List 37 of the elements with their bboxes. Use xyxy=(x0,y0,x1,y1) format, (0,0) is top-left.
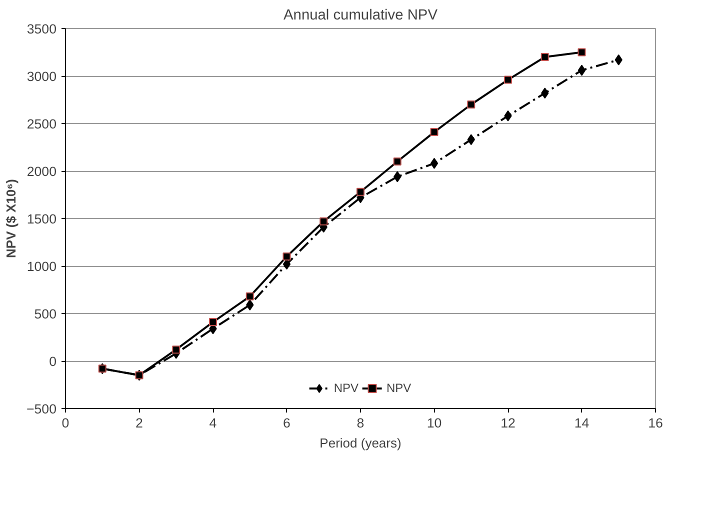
point xyxy=(320,217,328,226)
y-tick-label: 500 xyxy=(34,306,57,322)
y-tick-label: −500 xyxy=(26,402,57,416)
legend-label: NPV xyxy=(386,381,412,395)
chart-title: Annual cumulative NPV xyxy=(284,8,438,24)
point xyxy=(467,100,476,108)
x-tick-label: 14 xyxy=(574,416,590,430)
y-tick-label: 2000 xyxy=(26,164,57,179)
y-tick-label: 3500 xyxy=(26,22,57,36)
y-tick-label: 2500 xyxy=(26,116,57,132)
point xyxy=(393,158,402,166)
x-tick-label: 2 xyxy=(136,416,143,430)
point xyxy=(430,158,438,169)
y-tick-label: 0 xyxy=(49,354,57,369)
point xyxy=(578,64,586,76)
point xyxy=(430,128,438,136)
y-axis-title: NPV ($ X10⁶) xyxy=(3,179,18,258)
point xyxy=(578,48,586,56)
y-tick-label: 1500 xyxy=(26,212,57,226)
x-axis-title: Period (years) xyxy=(320,436,402,450)
point xyxy=(246,292,254,300)
x-tick-label: 10 xyxy=(426,416,442,430)
x-tick-label: 12 xyxy=(500,416,516,430)
x-tick-label: 16 xyxy=(648,416,663,430)
y-tick-label: 1000 xyxy=(26,259,57,274)
y-tick-label: 3000 xyxy=(26,69,57,84)
legend-label: NPV xyxy=(334,381,358,395)
point xyxy=(209,318,217,326)
point xyxy=(504,76,512,84)
point xyxy=(540,53,549,61)
x-tick-label: 6 xyxy=(283,416,290,430)
x-tick-label: 8 xyxy=(356,416,364,430)
x-tick-label: 4 xyxy=(209,416,218,430)
x-tick-label: 0 xyxy=(62,416,70,430)
point xyxy=(356,188,364,196)
point xyxy=(282,252,291,260)
point xyxy=(172,346,180,354)
